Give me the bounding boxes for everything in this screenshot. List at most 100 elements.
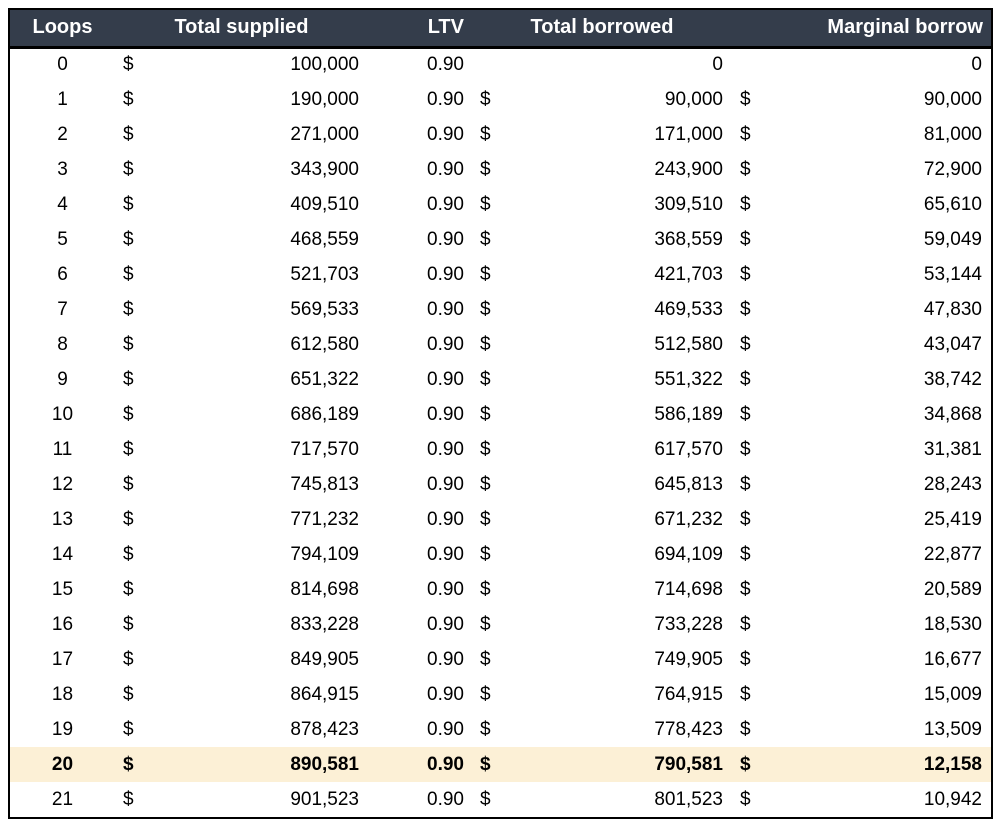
cell-ltv[interactable]: 0.90 (427, 193, 464, 215)
cell-total-borrowed[interactable]: $ 551,322 (472, 362, 732, 397)
cell-ltv[interactable]: 0.90 (427, 438, 464, 460)
cell-marginal-borrow[interactable]: $ 65,610 (732, 187, 991, 222)
cell-ltv[interactable]: 0.90 (427, 648, 464, 670)
cell-loops[interactable]: 10 (51, 403, 74, 425)
cell-ltv[interactable]: 0.90 (427, 333, 464, 355)
cell-ltv[interactable]: 0.90 (368, 747, 472, 782)
cell-total-borrowed[interactable]: $ 790,581 (472, 747, 732, 782)
cell-ltv[interactable]: 0.90 (427, 88, 464, 110)
cell-total-supplied[interactable]: $ 794,109 (115, 537, 368, 572)
cell-total-borrowed[interactable]: $ 512,580 (472, 327, 732, 362)
cell-total-supplied[interactable]: $ 271,000 (115, 117, 368, 152)
cell-ltv[interactable]: 0.90 (427, 228, 464, 250)
cell-marginal-borrow[interactable]: $ 22,877 (732, 537, 991, 572)
cell-marginal-borrow[interactable]: $ 12,158 (732, 747, 991, 782)
cell-total-supplied[interactable]: $ 901,523 (115, 782, 368, 817)
cell-total-supplied[interactable]: $ 190,000 (115, 82, 368, 117)
cell-total-borrowed[interactable]: $ 617,570 (472, 432, 732, 467)
cell-total-borrowed[interactable]: $ 694,109 (472, 537, 732, 572)
cell-marginal-borrow[interactable]: $ 16,677 (732, 642, 991, 677)
cell-total-borrowed[interactable]: $ 714,698 (472, 572, 732, 607)
cell-total-borrowed[interactable]: $ 90,000 (472, 82, 732, 117)
cell-loops[interactable]: 3 (57, 158, 68, 180)
cell-total-borrowed[interactable]: $ 764,915 (472, 677, 732, 712)
cell-marginal-borrow[interactable]: $ 59,049 (732, 222, 991, 257)
cell-loops[interactable]: 6 (57, 263, 68, 285)
cell-marginal-borrow[interactable]: $ 28,243 (732, 467, 991, 502)
cell-loops[interactable]: 15 (51, 578, 74, 600)
cell-marginal-borrow[interactable]: $ 81,000 (732, 117, 991, 152)
cell-marginal-borrow[interactable]: $ 34,868 (732, 397, 991, 432)
cell-ltv[interactable]: 0.90 (427, 298, 464, 320)
cell-total-supplied[interactable]: $ 849,905 (115, 642, 368, 677)
cell-ltv[interactable]: 0.90 (427, 788, 464, 810)
cell-marginal-borrow[interactable]: $ 38,742 (732, 362, 991, 397)
cell-total-supplied[interactable]: $ 717,570 (115, 432, 368, 467)
cell-loops[interactable]: 7 (57, 298, 68, 320)
cell-loops[interactable]: 0 (57, 54, 68, 76)
cell-total-supplied[interactable]: $ 878,423 (115, 712, 368, 747)
cell-total-supplied[interactable]: $ 864,915 (115, 677, 368, 712)
cell-marginal-borrow[interactable]: $ 43,047 (732, 327, 991, 362)
cell-total-supplied[interactable]: $ 745,813 (115, 467, 368, 502)
cell-ltv[interactable]: 0.90 (427, 368, 464, 390)
cell-total-supplied[interactable]: $ 771,232 (115, 502, 368, 537)
cell-total-supplied[interactable]: $ 468,559 (115, 222, 368, 257)
cell-total-borrowed[interactable]: $ 733,228 (472, 607, 732, 642)
cell-marginal-borrow[interactable]: $ 13,509 (732, 712, 991, 747)
cell-ltv[interactable]: 0.90 (427, 578, 464, 600)
cell-loops[interactable]: 18 (51, 683, 74, 705)
cell-total-borrowed[interactable]: $ 586,189 (472, 397, 732, 432)
cell-marginal-borrow[interactable]: 0 (732, 47, 991, 82)
cell-loops[interactable]: 20 (10, 747, 115, 782)
cell-total-borrowed[interactable]: $ 368,559 (472, 222, 732, 257)
cell-total-borrowed[interactable]: $ 778,423 (472, 712, 732, 747)
cell-marginal-borrow[interactable]: $ 25,419 (732, 502, 991, 537)
cell-total-supplied[interactable]: $ 409,510 (115, 187, 368, 222)
cell-marginal-borrow[interactable]: $ 31,381 (732, 432, 991, 467)
cell-marginal-borrow[interactable]: $ 18,530 (732, 607, 991, 642)
cell-total-borrowed[interactable]: $ 469,533 (472, 292, 732, 327)
cell-ltv[interactable]: 0.90 (427, 123, 464, 145)
cell-total-borrowed[interactable]: $ 671,232 (472, 502, 732, 537)
cell-total-supplied[interactable]: $ 100,000 (115, 47, 368, 82)
cell-ltv[interactable]: 0.90 (427, 613, 464, 635)
cell-total-supplied[interactable]: $ 651,322 (115, 362, 368, 397)
cell-total-supplied[interactable]: $ 521,703 (115, 257, 368, 292)
cell-ltv[interactable]: 0.90 (427, 508, 464, 530)
cell-loops[interactable]: 8 (57, 333, 68, 355)
cell-loops[interactable]: 14 (51, 543, 74, 565)
cell-loops[interactable]: 4 (57, 193, 68, 215)
cell-total-borrowed[interactable]: 0 (472, 47, 732, 82)
cell-total-borrowed[interactable]: $ 171,000 (472, 117, 732, 152)
cell-ltv[interactable]: 0.90 (427, 403, 464, 425)
cell-marginal-borrow[interactable]: $ 72,900 (732, 152, 991, 187)
cell-marginal-borrow[interactable]: $ 53,144 (732, 257, 991, 292)
cell-loops[interactable]: 11 (52, 438, 73, 460)
cell-total-supplied[interactable]: $ 343,900 (115, 152, 368, 187)
column-header-marginal-borrow[interactable]: Marginal borrow (732, 10, 991, 49)
cell-loops[interactable]: 19 (51, 718, 74, 740)
column-header-total-borrowed[interactable]: Total borrowed (472, 10, 732, 49)
cell-loops[interactable]: 12 (51, 473, 74, 495)
cell-loops[interactable]: 2 (57, 123, 68, 145)
cell-marginal-borrow[interactable]: $ 47,830 (732, 292, 991, 327)
cell-marginal-borrow[interactable]: $ 10,942 (732, 782, 991, 817)
cell-ltv[interactable]: 0.90 (427, 54, 464, 76)
cell-ltv[interactable]: 0.90 (427, 158, 464, 180)
cell-loops[interactable]: 16 (51, 613, 74, 635)
cell-ltv[interactable]: 0.90 (427, 718, 464, 740)
cell-total-supplied[interactable]: $ 814,698 (115, 572, 368, 607)
cell-total-borrowed[interactable]: $ 243,900 (472, 152, 732, 187)
cell-total-supplied[interactable]: $ 686,189 (115, 397, 368, 432)
column-header-loops[interactable]: Loops (10, 10, 115, 49)
cell-loops[interactable]: 1 (57, 88, 68, 110)
cell-ltv[interactable]: 0.90 (427, 263, 464, 285)
cell-ltv[interactable]: 0.90 (427, 683, 464, 705)
cell-loops[interactable]: 13 (51, 508, 74, 530)
cell-total-borrowed[interactable]: $ 801,523 (472, 782, 732, 817)
cell-total-supplied[interactable]: $ 569,533 (115, 292, 368, 327)
column-header-ltv[interactable]: LTV (368, 10, 472, 49)
cell-total-borrowed[interactable]: $ 645,813 (472, 467, 732, 502)
cell-marginal-borrow[interactable]: $ 90,000 (732, 82, 991, 117)
